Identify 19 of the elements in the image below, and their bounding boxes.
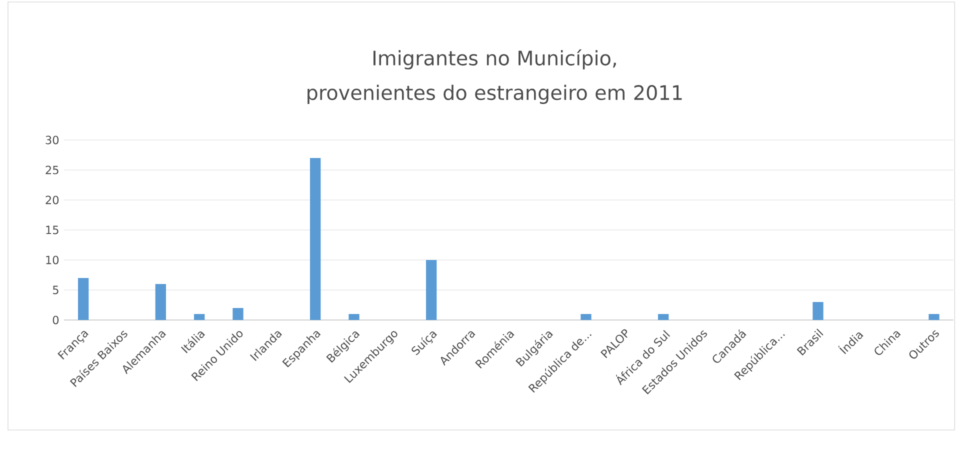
bar bbox=[78, 278, 89, 320]
bar bbox=[426, 260, 437, 320]
chart-title: Imigrantes no Município, provenientes do estrangeiro em 2011 bbox=[308, 49, 682, 104]
bar bbox=[812, 302, 824, 320]
y-tick-label: 5 bbox=[53, 286, 58, 294]
bar bbox=[155, 284, 166, 320]
bar bbox=[928, 314, 940, 320]
y-tick-label: 20 bbox=[46, 196, 59, 204]
bar bbox=[232, 308, 244, 320]
y-tick-label: 15 bbox=[46, 226, 58, 234]
bar bbox=[310, 158, 321, 320]
y-tick-label: 30 bbox=[46, 136, 59, 144]
y-tick-label: 10 bbox=[46, 256, 59, 264]
y-tick-label: 0 bbox=[52, 316, 59, 324]
y-tick-label: 25 bbox=[46, 166, 58, 174]
bar bbox=[348, 314, 360, 320]
bar bbox=[580, 314, 592, 320]
bar bbox=[194, 314, 205, 320]
bar bbox=[658, 314, 669, 320]
